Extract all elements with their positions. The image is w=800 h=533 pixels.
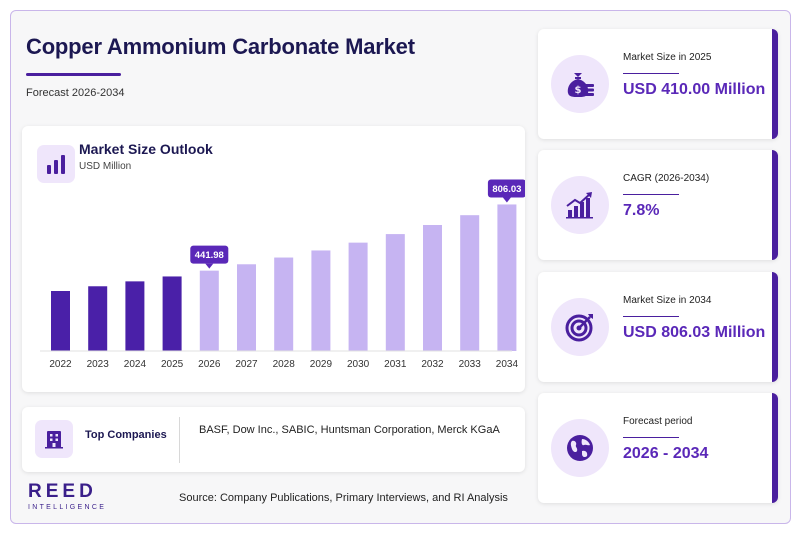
page-subtitle: Forecast 2026-2034 — [26, 87, 125, 99]
chart-unit: USD Million — [79, 161, 132, 172]
stat-value: 7.8% — [623, 202, 660, 219]
chart-title: Market Size Outlook — [79, 141, 213, 157]
bar-chart-icon — [37, 145, 75, 183]
svg-text:806.03: 806.03 — [492, 184, 521, 195]
top-companies-label: Top Companies — [85, 429, 167, 441]
stat-label: Forecast period — [623, 416, 693, 427]
title-underline — [26, 73, 121, 76]
data-label-2026: 441.98 — [190, 245, 229, 269]
bar-2028 — [274, 257, 294, 351]
bar-2034 — [497, 204, 517, 351]
x-tick-label: 2022 — [49, 359, 72, 370]
svg-text:$: $ — [575, 85, 582, 96]
stat-label: CAGR (2026-2034) — [623, 173, 710, 184]
top-companies-card: Top Companies BASF, Dow Inc., SABIC, Hun… — [22, 407, 525, 472]
x-tick-label: 2028 — [273, 359, 296, 370]
x-tick-label: 2031 — [384, 359, 407, 370]
bar-chart: 2022 2023 2024 2025 2026 441.98 2027 2028 2029 20… — [40, 179, 525, 370]
source-note: Source: Company Publications, Primary In… — [179, 492, 508, 504]
bar-2022 — [51, 291, 70, 351]
svg-text:441.98: 441.98 — [195, 250, 224, 261]
divider — [179, 417, 180, 463]
x-tick-label: 2033 — [459, 359, 482, 370]
x-tick-label: 2029 — [310, 359, 333, 370]
stat-card-forecast-period: Forecast period 2026 - 2034 — [538, 393, 778, 503]
bar-2032 — [423, 225, 442, 351]
bar-2026 — [199, 270, 219, 351]
x-tick-label: 2023 — [87, 359, 110, 370]
stat-value: USD 806.03 Million — [623, 324, 766, 341]
stat-card-cagr: CAGR (2026-2034) 7.8% — [538, 150, 778, 260]
money-bag-icon: $ — [551, 55, 609, 113]
bar-2029 — [311, 250, 331, 351]
stat-card-market-size-2025: $ Market Size in 2025 USD 410.00 Million — [538, 29, 778, 139]
building-icon — [35, 420, 73, 458]
bar-2033 — [460, 215, 480, 351]
x-tick-label: 2032 — [421, 359, 444, 370]
bar-2023 — [88, 286, 108, 351]
bar-2024 — [125, 281, 145, 351]
stat-label: Market Size in 2034 — [623, 295, 712, 306]
x-tick-label: 2034 — [496, 359, 519, 370]
x-tick-label: 2027 — [235, 359, 258, 370]
x-tick-label: 2026 — [198, 359, 221, 370]
bar-2025 — [162, 276, 182, 351]
stat-underline — [623, 73, 679, 74]
logo-main-text: REED — [28, 481, 97, 502]
stat-label: Market Size in 2025 — [623, 52, 712, 63]
growth-chart-icon — [551, 176, 609, 234]
stat-underline — [623, 437, 679, 438]
stat-card-market-size-2034: Market Size in 2034 USD 806.03 Million — [538, 272, 778, 382]
data-label-2034: 806.03 — [487, 179, 525, 203]
logo-sub-text: INTELLIGENCE — [28, 504, 107, 511]
x-tick-label: 2025 — [161, 359, 184, 370]
stat-underline — [623, 194, 679, 195]
bar-2030 — [348, 242, 368, 351]
page-title: Copper Ammonium Carbonate Market — [26, 34, 415, 59]
reed-intelligence-logo: REED INTELLIGENCE — [28, 481, 106, 511]
chart-card: Market Size Outlook USD Million 2022 2023… — [22, 126, 525, 392]
stat-value: USD 410.00 Million — [623, 81, 766, 98]
stat-value: 2026 - 2034 — [623, 445, 709, 462]
top-companies-list: BASF, Dow Inc., SABIC, Huntsman Corporat… — [199, 424, 500, 436]
target-icon — [551, 298, 609, 356]
x-tick-label: 2024 — [124, 359, 147, 370]
bar-2027 — [237, 264, 256, 351]
globe-icon — [551, 419, 609, 477]
bar-2031 — [385, 234, 405, 351]
stat-underline — [623, 316, 679, 317]
x-tick-label: 2030 — [347, 359, 370, 370]
